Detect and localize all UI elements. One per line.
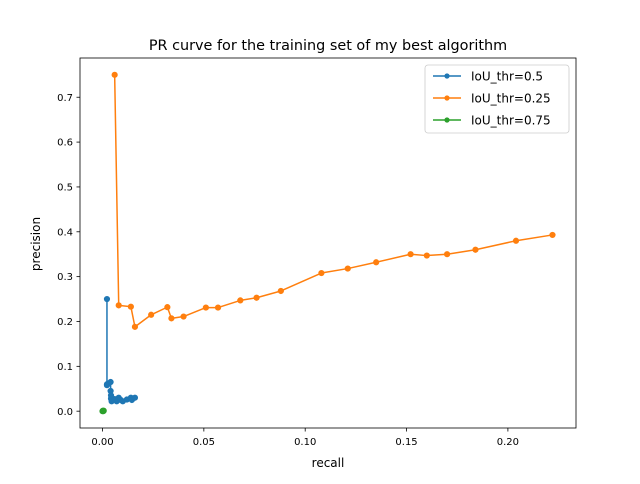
data-point bbox=[104, 296, 109, 301]
chart-title: PR curve for the training set of my best… bbox=[149, 38, 507, 54]
y-tick-label: 0.7 bbox=[57, 93, 73, 104]
x-axis-label: recall bbox=[312, 456, 345, 470]
y-tick-label: 0.3 bbox=[57, 272, 73, 283]
data-point bbox=[550, 232, 555, 237]
y-tick-label: 0.1 bbox=[57, 362, 73, 373]
data-point bbox=[513, 238, 518, 243]
data-point bbox=[112, 72, 117, 77]
legend: IoU_thr=0.5 IoU_thr=0.25 IoU_thr=0.75 bbox=[425, 65, 569, 133]
y-tick-label: 0.5 bbox=[57, 183, 73, 194]
data-point bbox=[149, 312, 154, 317]
x-tick-label: 0.15 bbox=[395, 437, 417, 448]
series-3 bbox=[100, 408, 106, 414]
data-point bbox=[278, 288, 283, 293]
data-point bbox=[203, 305, 208, 310]
data-point bbox=[132, 324, 137, 329]
x-axis: 0.00 0.05 0.10 0.15 0.20 bbox=[91, 428, 519, 448]
data-point bbox=[132, 395, 137, 400]
data-point bbox=[116, 303, 121, 308]
legend-marker bbox=[444, 117, 449, 122]
data-point bbox=[444, 252, 449, 257]
data-point bbox=[424, 253, 429, 258]
legend-marker bbox=[444, 73, 449, 78]
data-point bbox=[473, 247, 478, 252]
data-point bbox=[101, 408, 106, 413]
x-tick-label: 0.10 bbox=[294, 437, 316, 448]
data-point bbox=[165, 305, 170, 310]
data-point bbox=[215, 305, 220, 310]
y-axis-label: precision bbox=[29, 217, 43, 271]
y-axis: 0.0 0.1 0.2 0.3 0.4 0.5 0.6 0.7 bbox=[57, 93, 80, 418]
data-point bbox=[108, 379, 113, 384]
y-tick-label: 0.0 bbox=[57, 407, 73, 418]
y-tick-label: 0.6 bbox=[57, 138, 73, 149]
data-point bbox=[319, 270, 324, 275]
data-point bbox=[169, 316, 174, 321]
legend-marker bbox=[444, 95, 449, 100]
data-point bbox=[254, 295, 259, 300]
data-point bbox=[181, 314, 186, 319]
data-point bbox=[238, 298, 243, 303]
data-point bbox=[345, 266, 350, 271]
y-tick-label: 0.4 bbox=[57, 227, 73, 238]
data-point bbox=[374, 260, 379, 265]
legend-label: IoU_thr=0.5 bbox=[471, 70, 543, 84]
data-point bbox=[128, 304, 133, 309]
x-tick-label: 0.00 bbox=[91, 437, 113, 448]
x-tick-label: 0.05 bbox=[193, 437, 215, 448]
y-tick-label: 0.2 bbox=[57, 317, 73, 328]
x-tick-label: 0.20 bbox=[497, 437, 519, 448]
legend-label: IoU_thr=0.25 bbox=[471, 92, 551, 106]
legend-label: IoU_thr=0.75 bbox=[471, 114, 551, 128]
data-point bbox=[408, 252, 413, 257]
